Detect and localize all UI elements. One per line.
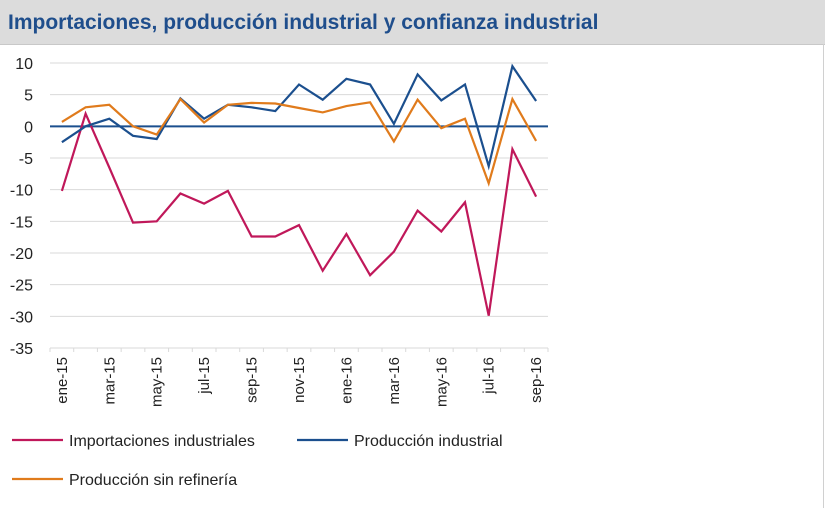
x-axis: ene-15 mar-15 may-15 jul-15 sep-15 nov-15 ene-… (49, 125, 549, 407)
chart-header: Importaciones, producción industrial y c… (0, 0, 825, 45)
x-tick-label: sep-16 (528, 357, 545, 403)
x-tick-label: ene-15 (54, 357, 71, 404)
y-tick-label: -5 (19, 151, 33, 168)
y-axis: 10 5 0 -5 -10 -15 -20 -25 -30 -35 (10, 56, 33, 358)
series-group (60, 63, 538, 316)
y-tick-label: -10 (10, 183, 33, 200)
y-tick-label: -25 (10, 278, 33, 295)
y-tick-label: 5 (24, 88, 33, 105)
y-tick-label: 10 (15, 56, 33, 73)
series-line-2 (61, 63, 538, 171)
y-tick-label: -15 (10, 214, 33, 231)
chart-title: Importaciones, producción industrial y c… (8, 11, 599, 34)
series-line-3 (61, 96, 538, 187)
x-tick-label: jul-16 (481, 357, 498, 395)
legend-label-3: Producción sin refinería (69, 472, 237, 489)
y-tick-label: -35 (10, 341, 33, 358)
x-tick-label: mar-15 (101, 357, 118, 405)
frame-border (823, 44, 824, 508)
series-line-1 (60, 110, 538, 316)
legend-label-1: Importaciones industriales (69, 433, 255, 450)
x-tick-label: ene-16 (338, 357, 355, 404)
x-tick-label: may-15 (149, 357, 166, 407)
x-tick-label: mar-16 (386, 357, 403, 405)
x-tick-label: jul-15 (196, 357, 213, 395)
x-tick-label: may-16 (433, 357, 450, 407)
x-tick-label: sep-15 (244, 357, 261, 403)
legend: Importaciones industriales Producción ind… (12, 433, 503, 489)
x-tick-label: nov-15 (291, 357, 308, 403)
y-tick-label: -30 (10, 309, 33, 326)
gridlines (50, 62, 548, 349)
y-tick-label: -20 (10, 246, 33, 263)
legend-label-2: Producción industrial (354, 433, 503, 450)
y-tick-label: 0 (24, 119, 33, 136)
